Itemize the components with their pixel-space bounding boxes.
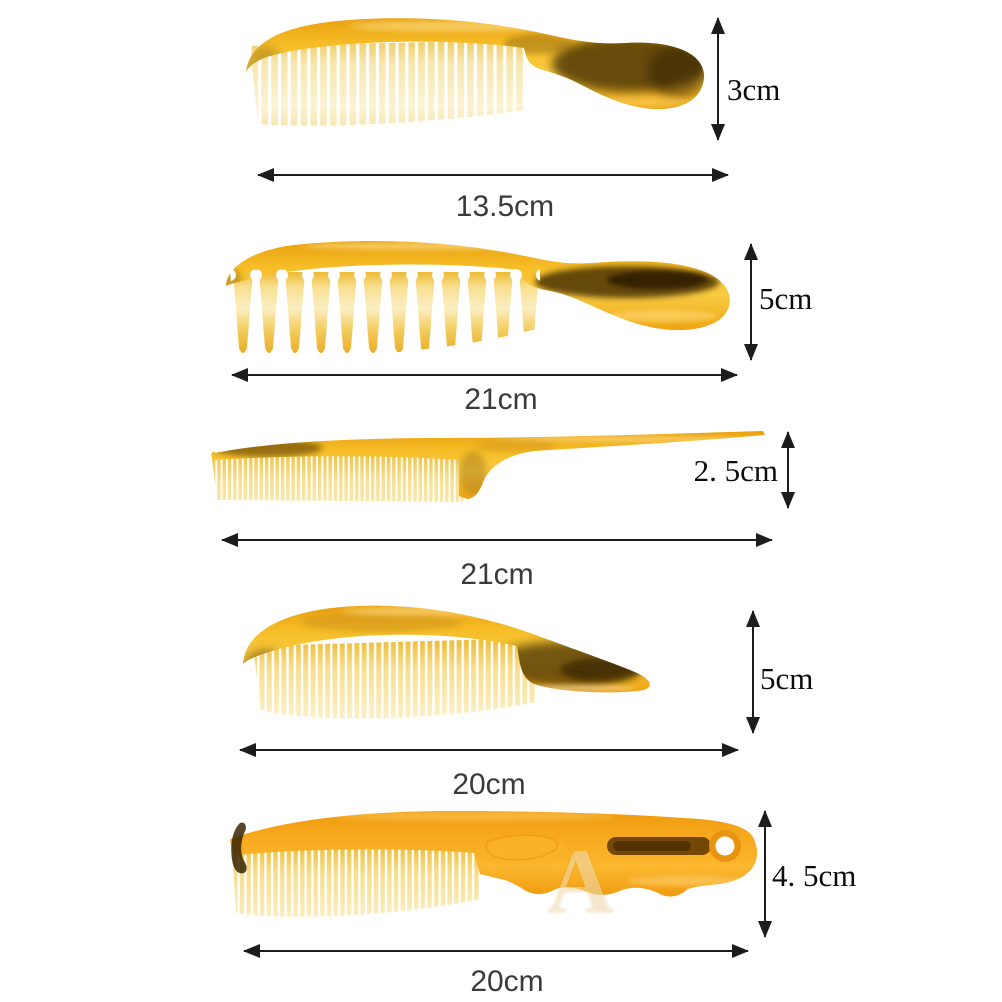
photo-watermark: A (547, 830, 614, 932)
wide-tooth-handle-comb-image (226, 241, 730, 358)
width-label: 20cm (452, 768, 526, 801)
height-label: 5cm (759, 281, 813, 316)
height-label: 2. 5cm (693, 453, 778, 488)
width-arrow (243, 944, 749, 958)
height-arrow (746, 610, 760, 734)
width-label: 20cm (470, 965, 544, 998)
height-label: 5cm (760, 661, 814, 696)
width-arrow (239, 743, 739, 757)
comb-hook-mark (231, 822, 247, 874)
height-arrow (758, 810, 772, 938)
width-arrow (231, 368, 738, 382)
width-label: 13.5cm (455, 190, 555, 223)
curved-handle-comb-image (243, 605, 650, 719)
height-label: 3cm (727, 72, 781, 107)
hang-hole (715, 836, 735, 856)
width-label: 21cm (464, 383, 538, 416)
rat-tail-comb-image (211, 431, 765, 502)
height-arrow (744, 243, 758, 361)
width-arrow (221, 533, 773, 547)
height-arrow (711, 17, 725, 141)
height-label: 4. 5cm (772, 858, 857, 893)
width-label: 21cm (460, 558, 534, 591)
height-arrow (781, 431, 795, 509)
width-arrow (257, 168, 729, 182)
fine-tooth-handle-comb-image (246, 18, 705, 126)
grip-handle-comb-image (230, 811, 758, 917)
